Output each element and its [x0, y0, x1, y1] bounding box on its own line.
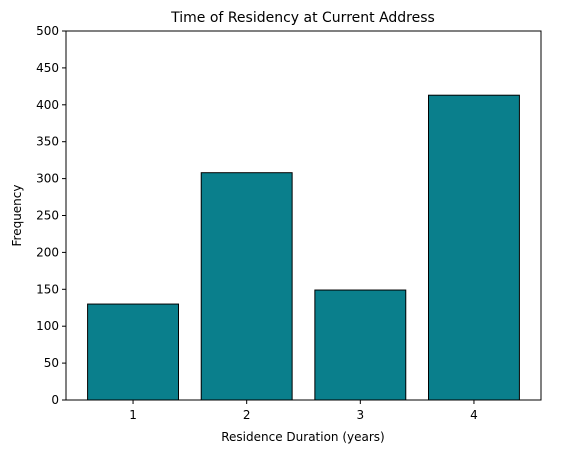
y-tick-label: 150	[36, 282, 59, 296]
x-tick-label: 3	[356, 408, 364, 422]
x-axis-ticks: 1 2 3 4	[129, 400, 478, 422]
chart-title: Time of Residency at Current Address	[170, 10, 435, 26]
bar-2	[200, 172, 293, 401]
bar-4	[428, 94, 520, 401]
y-axis-ticks: 0 50 100 150 200 250 300 350 400 450 500	[36, 24, 66, 407]
y-tick-label: 250	[36, 209, 59, 223]
x-tick-label: 2	[243, 408, 251, 422]
y-tick-label: 0	[51, 393, 59, 407]
y-axis-label: Frequency	[10, 185, 24, 247]
x-tick-label: 4	[470, 408, 478, 422]
plot-frame	[65, 30, 542, 401]
y-tick-label: 50	[44, 356, 59, 370]
y-tick-label: 400	[36, 98, 59, 112]
bars-layer	[87, 94, 520, 401]
x-axis-label: Residence Duration (years)	[221, 430, 385, 444]
y-tick-label: 100	[36, 319, 59, 333]
y-tick-label: 450	[36, 61, 59, 75]
x-tick-label: 1	[129, 408, 137, 422]
y-tick-label: 300	[36, 172, 59, 186]
y-tick-label: 350	[36, 135, 59, 149]
y-tick-label: 200	[36, 245, 59, 259]
bar-3	[314, 289, 407, 401]
y-tick-label: 500	[36, 24, 59, 38]
bar-1	[87, 303, 179, 401]
